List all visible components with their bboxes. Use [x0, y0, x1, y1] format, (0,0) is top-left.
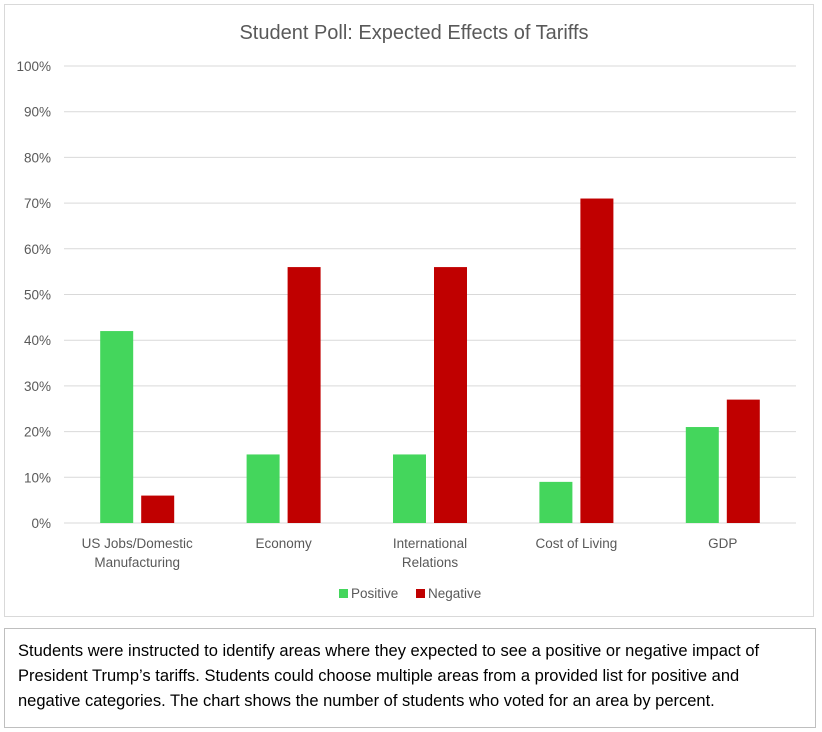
x-tick-label: Economy — [255, 536, 312, 551]
bar-positive — [539, 481, 573, 523]
y-tick-label: 100% — [16, 59, 51, 74]
legend-swatch-negative — [416, 589, 425, 598]
chart-title: Student Poll: Expected Effects of Tariff… — [239, 22, 588, 44]
bar-positive — [393, 454, 426, 523]
bar-positive — [246, 454, 280, 523]
x-tick-label: International — [393, 536, 467, 551]
y-tick-label: 50% — [24, 288, 51, 303]
caption-text: Students were instructed to identify are… — [18, 642, 760, 710]
y-tick-label: 90% — [24, 105, 51, 120]
bar-positive — [100, 331, 134, 523]
y-tick-label: 20% — [24, 425, 51, 440]
legend-swatch-positive — [339, 589, 348, 598]
y-tick-label: 60% — [24, 242, 51, 257]
legend-label-negative: Negative — [428, 586, 481, 601]
x-tick-label: US Jobs/Domestic — [82, 536, 193, 551]
y-tick-label: 10% — [24, 470, 51, 485]
y-tick-label: 30% — [24, 379, 51, 394]
bar-negative — [287, 267, 321, 523]
bar-negative — [580, 198, 614, 523]
legend-label-positive: Positive — [351, 586, 398, 601]
caption-panel: Students were instructed to identify are… — [4, 628, 816, 728]
bar-negative — [434, 267, 467, 523]
x-tick-label: Relations — [402, 555, 459, 570]
bar-positive — [685, 427, 719, 523]
y-tick-label: 0% — [31, 516, 51, 531]
y-tick-label: 40% — [24, 333, 51, 348]
x-tick-label: GDP — [708, 536, 737, 551]
bar-negative — [726, 399, 760, 523]
x-tick-label: Cost of Living — [536, 536, 618, 551]
x-tick-label: Manufacturing — [94, 555, 180, 570]
y-tick-label: 80% — [24, 150, 51, 165]
bar-negative — [141, 495, 175, 523]
bar-chart: Student Poll: Expected Effects of Tariff… — [16, 22, 796, 601]
y-tick-label: 70% — [24, 196, 51, 211]
chart-panel: Student Poll: Expected Effects of Tariff… — [4, 4, 814, 617]
